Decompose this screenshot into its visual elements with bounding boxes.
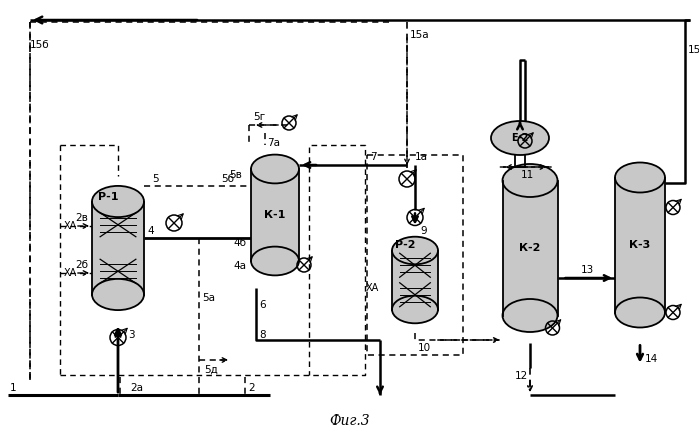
Ellipse shape xyxy=(615,162,665,192)
Text: 7: 7 xyxy=(370,152,377,162)
Ellipse shape xyxy=(503,164,558,197)
Bar xyxy=(615,177,665,312)
Text: 4б: 4б xyxy=(233,238,246,248)
Text: 5: 5 xyxy=(152,173,159,184)
Ellipse shape xyxy=(251,155,299,184)
Text: К-1: К-1 xyxy=(264,210,286,220)
Text: 5г: 5г xyxy=(253,112,265,122)
Text: Фиг.3: Фиг.3 xyxy=(330,414,370,428)
Text: Е-2: Е-2 xyxy=(511,133,528,143)
Ellipse shape xyxy=(503,299,558,332)
Bar xyxy=(392,251,438,310)
Text: ХА: ХА xyxy=(64,268,77,278)
Text: 4а: 4а xyxy=(233,261,246,271)
Text: 3: 3 xyxy=(128,331,135,340)
Text: 8: 8 xyxy=(259,330,266,340)
Text: 2а: 2а xyxy=(130,383,143,393)
Ellipse shape xyxy=(615,297,665,328)
Text: 5в: 5в xyxy=(229,170,242,180)
Ellipse shape xyxy=(392,237,438,264)
Text: 1: 1 xyxy=(10,383,17,393)
Ellipse shape xyxy=(92,279,144,310)
Text: 2: 2 xyxy=(248,383,254,393)
Text: ХА: ХА xyxy=(64,221,77,231)
Text: 15а: 15а xyxy=(410,30,430,40)
Text: 2в: 2в xyxy=(75,213,88,223)
Text: 15б: 15б xyxy=(30,40,50,50)
Bar xyxy=(503,180,558,315)
Text: 7а: 7а xyxy=(267,138,280,148)
Text: 9: 9 xyxy=(420,226,426,237)
Text: К-3: К-3 xyxy=(629,240,651,250)
Text: 12: 12 xyxy=(515,371,528,381)
Text: 11: 11 xyxy=(521,170,534,180)
Text: 15: 15 xyxy=(688,45,699,55)
Text: 4: 4 xyxy=(147,226,154,236)
Text: Р-2: Р-2 xyxy=(395,240,415,251)
Ellipse shape xyxy=(392,296,438,323)
Text: 1а: 1а xyxy=(415,152,428,162)
Text: 5а: 5а xyxy=(202,293,215,303)
Text: 6: 6 xyxy=(259,300,266,310)
Text: 2б: 2б xyxy=(75,260,88,270)
Ellipse shape xyxy=(92,186,144,217)
Text: 14: 14 xyxy=(645,354,658,364)
Text: 5д: 5д xyxy=(204,365,218,375)
Text: 13: 13 xyxy=(582,265,595,275)
Text: 5б: 5б xyxy=(221,173,234,184)
Text: 10: 10 xyxy=(418,343,431,353)
Ellipse shape xyxy=(491,121,549,155)
Text: К-2: К-2 xyxy=(519,243,541,253)
Text: ХА: ХА xyxy=(366,283,379,293)
Text: Р-1: Р-1 xyxy=(98,192,118,202)
Bar xyxy=(251,169,299,261)
Bar xyxy=(92,201,144,294)
Ellipse shape xyxy=(251,247,299,276)
